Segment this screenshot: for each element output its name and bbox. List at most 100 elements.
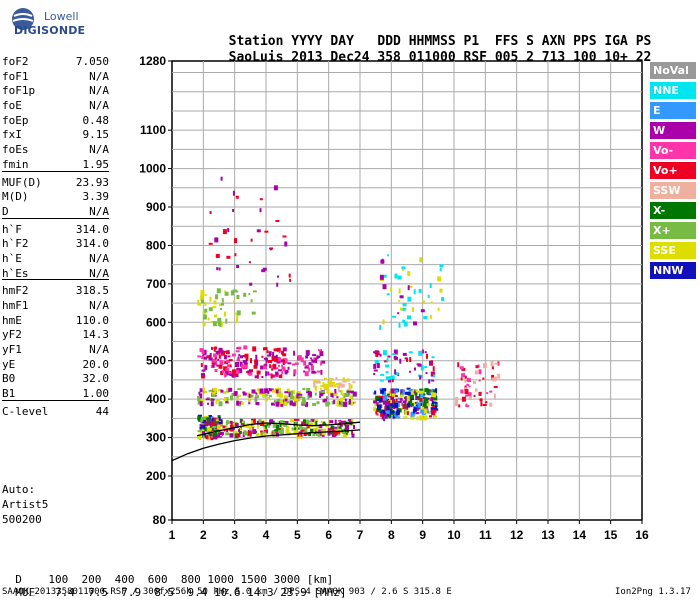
echo-point <box>236 310 241 316</box>
echo-point <box>494 362 499 365</box>
echo-point <box>253 364 258 369</box>
echo-point <box>238 429 240 433</box>
echo-point <box>430 360 433 366</box>
echo-point <box>351 423 354 426</box>
echo-point <box>201 424 205 429</box>
echo-point <box>395 389 399 393</box>
echo-point <box>288 273 291 278</box>
echo-point <box>255 361 259 366</box>
muf-value: 10.6 <box>214 586 241 599</box>
echo-point <box>219 304 222 307</box>
echo-point <box>257 402 260 406</box>
echo-point <box>381 409 385 413</box>
echo-point <box>330 393 334 398</box>
param-row: MUF(D) 23.93 <box>2 176 109 191</box>
echo-point <box>466 378 471 382</box>
echo-point <box>231 369 236 374</box>
header-row1-col: DDD <box>377 34 401 49</box>
param-value: 20.0 <box>82 357 110 371</box>
echo-point <box>265 394 269 397</box>
echo-point <box>225 368 230 374</box>
echo-point <box>391 379 394 383</box>
echo-point <box>339 424 343 427</box>
echo-point <box>236 358 239 362</box>
param-separator <box>2 217 109 223</box>
param-value: N/A <box>89 84 109 98</box>
echo-point <box>256 229 261 233</box>
echo-point <box>231 290 234 296</box>
echo-point <box>293 430 298 436</box>
echo-point <box>247 431 252 436</box>
logo: Lowell DIGISONDE <box>6 4 85 40</box>
echo-point <box>229 429 234 432</box>
echo-point <box>425 397 427 401</box>
echo-point <box>325 401 330 407</box>
echo-point <box>282 359 285 365</box>
param-row: h`Es N/A <box>2 267 109 282</box>
echo-point <box>416 401 419 405</box>
param-value: 14.3 <box>82 328 110 342</box>
echo-point <box>285 429 290 435</box>
echo-point <box>218 401 223 407</box>
echo-point <box>240 355 243 359</box>
echo-point <box>406 396 410 401</box>
param-label: foF1p <box>2 84 36 98</box>
echo-point <box>413 406 417 409</box>
header-row1-col: DAY <box>330 34 354 49</box>
echo-point <box>268 360 272 363</box>
echo-point <box>203 349 207 355</box>
echo-point <box>267 390 270 394</box>
echo-point <box>275 220 280 222</box>
echo-point <box>474 370 478 375</box>
echo-point <box>330 378 333 383</box>
echo-point <box>250 358 252 364</box>
echo-point <box>325 425 329 428</box>
echo-point <box>420 392 425 398</box>
echo-point <box>261 376 264 378</box>
echo-point <box>199 393 203 399</box>
param-row: foEp 0.48 <box>2 114 109 129</box>
echo-point <box>229 420 233 424</box>
echo-point <box>490 361 494 367</box>
echo-point <box>289 400 293 406</box>
param-row: h`E N/A <box>2 252 109 267</box>
param-label: C-level <box>2 404 49 418</box>
echo-point <box>465 403 468 406</box>
echo-point <box>218 433 220 438</box>
echo-point <box>432 372 436 376</box>
echo-point <box>197 430 202 433</box>
echo-point <box>482 363 487 369</box>
echo-point <box>397 400 402 403</box>
echo-point <box>420 409 425 414</box>
echo-point <box>268 351 272 356</box>
param-value: 32.0 <box>82 372 110 386</box>
echo-point <box>309 420 313 423</box>
param-value: 314.0 <box>75 222 109 236</box>
echo-point <box>225 397 229 402</box>
echo-point <box>338 426 342 431</box>
echo-point <box>209 352 212 357</box>
echo-point <box>239 425 242 430</box>
echo-point <box>230 424 234 428</box>
echo-point <box>227 373 231 376</box>
echo-point <box>399 358 402 364</box>
echo-point <box>333 426 337 429</box>
echo-point <box>203 387 205 393</box>
echo-point <box>331 427 335 432</box>
echo-point <box>202 431 205 435</box>
echo-point <box>235 195 239 199</box>
echo-point <box>251 419 255 423</box>
echo-point <box>390 287 393 292</box>
param-label: h`F2 <box>2 237 29 251</box>
echo-point <box>486 392 489 395</box>
echo-point <box>223 290 226 293</box>
echo-point <box>326 396 328 400</box>
echo-point <box>374 401 377 407</box>
echo-point <box>421 399 424 403</box>
echo-point <box>467 392 472 397</box>
param-row: fmin 1.95 <box>2 158 109 173</box>
echo-point <box>264 423 268 429</box>
muf-value: 23.9 <box>280 586 307 599</box>
echo-point <box>412 389 415 392</box>
y-tick-label: 300 <box>146 431 166 445</box>
